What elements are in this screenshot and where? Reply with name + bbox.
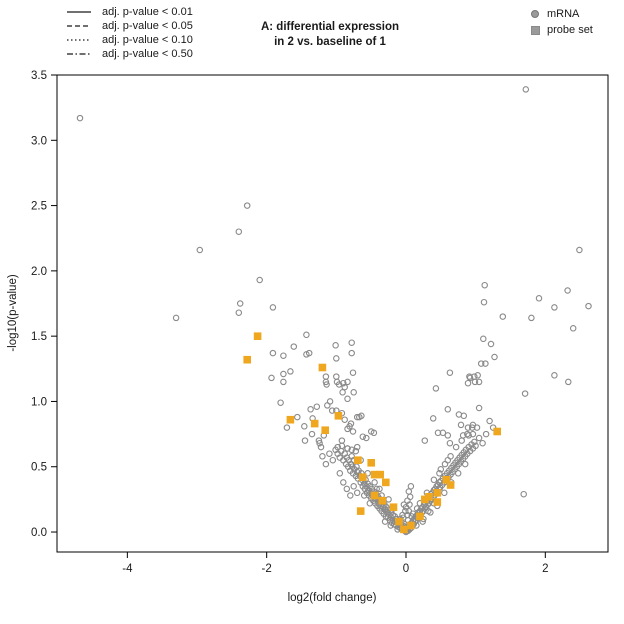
threshold-legend-label: adj. p-value < 0.50	[102, 48, 193, 60]
marker-legend-item: mRNA	[530, 6, 593, 22]
threshold-legend-label: adj. p-value < 0.05	[102, 20, 193, 32]
svg-text:1.5: 1.5	[31, 331, 47, 343]
mrna-points	[76, 86, 592, 536]
threshold-legend-label: adj. p-value < 0.01	[102, 6, 193, 18]
x-axis-ticks: -4 -2 0 2	[122, 552, 549, 575]
threshold-legend-item: adj. p-value < 0.10	[66, 33, 193, 47]
threshold-legend-item: adj. p-value < 0.01	[66, 5, 193, 19]
marker-legend: mRNA probe set	[530, 6, 593, 38]
y-axis-ticks: 0.0 0.5 1.0 1.5 2.0 2.5 3.0 3.5	[31, 70, 57, 539]
svg-text:3.5: 3.5	[31, 70, 47, 82]
svg-text:3.0: 3.0	[31, 135, 47, 147]
dashed-line-icon	[67, 25, 91, 27]
threshold-legend-item: adj. p-value < 0.05	[66, 19, 193, 33]
svg-text:-2: -2	[262, 563, 272, 575]
svg-text:-4: -4	[122, 563, 133, 575]
threshold-legend: adj. p-value < 0.01 adj. p-value < 0.05 …	[66, 5, 193, 61]
plot-title: A: differential expression in 2 vs. base…	[230, 20, 430, 50]
y-axis-label: -log10(p-value)	[7, 274, 19, 352]
threshold-legend-item: adj. p-value < 0.50	[66, 47, 193, 61]
dashdot-line-icon	[67, 53, 91, 55]
svg-text:0.5: 0.5	[31, 462, 47, 474]
svg-text:1.0: 1.0	[31, 396, 47, 408]
dotted-line-icon	[67, 39, 91, 41]
marker-legend-label: mRNA	[547, 8, 580, 20]
probe-set-points	[243, 332, 501, 534]
solid-line-icon	[67, 11, 91, 13]
svg-text:0: 0	[403, 563, 409, 575]
svg-text:2: 2	[542, 563, 548, 575]
mrna-circle-icon	[530, 9, 540, 19]
marker-legend-item: probe set	[530, 22, 593, 38]
svg-text:2.5: 2.5	[31, 201, 47, 213]
plot-frame	[56, 74, 609, 553]
svg-text:0.0: 0.0	[31, 527, 47, 539]
x-axis-label: log2(fold change)	[288, 592, 377, 604]
threshold-legend-label: adj. p-value < 0.10	[102, 34, 193, 46]
probe-set-square-icon	[530, 25, 540, 35]
marker-legend-label: probe set	[547, 24, 593, 36]
plot-title-line2: in 2 vs. baseline of 1	[274, 36, 386, 48]
plot-title-line1: A: differential expression	[260, 21, 400, 33]
svg-text:2.0: 2.0	[31, 266, 47, 278]
